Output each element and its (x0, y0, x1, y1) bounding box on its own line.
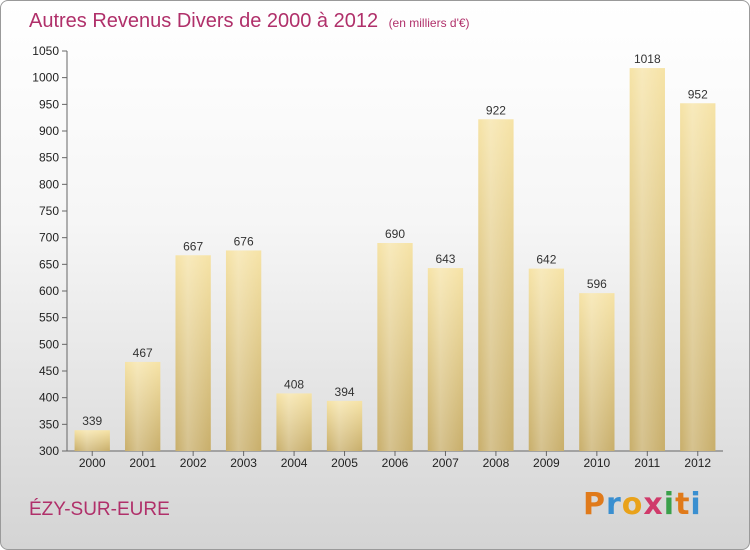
data-label-2005: 394 (335, 385, 355, 399)
bar-shine-2012 (680, 103, 716, 452)
bar-shine-2009 (528, 268, 565, 451)
y-tick-label: 850 (39, 151, 59, 165)
bar-shine-2007 (427, 268, 464, 451)
x-tick-label-2002: 2002 (180, 456, 207, 470)
y-tick-label: 950 (39, 97, 59, 111)
x-tick-label-2010: 2010 (583, 456, 610, 470)
logo-letter: r (606, 487, 622, 522)
bars (74, 68, 716, 452)
y-tick-label: 1050 (32, 44, 59, 58)
y-tick-label: 350 (39, 417, 59, 431)
bar-shine-2003 (225, 250, 262, 451)
logo-letter: t (675, 487, 691, 522)
x-tick-label-2006: 2006 (382, 456, 409, 470)
data-label-2004: 408 (284, 377, 304, 391)
y-tick-label: 600 (39, 284, 59, 298)
x-tick-label-2001: 2001 (129, 456, 156, 470)
x-tick-label-2003: 2003 (230, 456, 257, 470)
y-tick-label: 400 (39, 391, 59, 405)
logo-letter: o (621, 487, 644, 522)
labels: 2000 339 2001 467 2002 667 2003 676 2004 408 2005 3… (79, 52, 712, 470)
y-tick-label: 800 (39, 177, 59, 191)
x-tick-label-2007: 2007 (432, 456, 459, 470)
y-tick-label: 900 (39, 124, 59, 138)
bar-shine-2002 (175, 255, 211, 451)
data-label-2003: 676 (234, 234, 254, 248)
x-tick-label-2011: 2011 (634, 456, 660, 470)
x-tick-label-2012: 2012 (684, 456, 711, 470)
data-label-2007: 643 (435, 252, 455, 266)
logo-letter: x (643, 487, 664, 522)
y-tick-label: 700 (39, 231, 59, 245)
place-name: ÉZY-SUR-EURE (29, 499, 170, 520)
data-label-2006: 690 (385, 227, 405, 241)
data-label-2002: 667 (183, 239, 203, 253)
bar-shine-2000 (74, 430, 110, 451)
x-tick-label-2008: 2008 (483, 456, 510, 470)
y-tick-label: 750 (39, 204, 59, 218)
chart-unit-text: (en milliers d'€) (388, 16, 470, 30)
data-label-2008: 922 (486, 103, 506, 117)
y-tick-label: 450 (39, 364, 59, 378)
data-label-2001: 467 (133, 346, 153, 360)
data-label-2012: 952 (688, 87, 708, 101)
x-tick-label-2009: 2009 (533, 456, 560, 470)
y-tick-label: 300 (39, 444, 59, 458)
bar-shine-2004 (276, 393, 312, 451)
data-label-2000: 339 (82, 414, 102, 428)
x-tick-label-2005: 2005 (331, 456, 358, 470)
x-tick-label-2004: 2004 (281, 456, 308, 470)
bar-shine-2008 (478, 119, 514, 452)
bar-shine-2001 (125, 361, 161, 451)
chart-title-text: Autres Revenus Divers de 2000 à 2012 (29, 10, 379, 32)
bar-shine-2010 (579, 293, 615, 451)
data-label-2010: 596 (587, 277, 607, 291)
data-label-2009: 642 (536, 253, 556, 267)
bar-shine-2005 (326, 400, 363, 451)
y-tick-label: 500 (39, 337, 59, 351)
y-tick-label: 650 (39, 257, 59, 271)
bar-shine-2011 (629, 68, 665, 452)
proxiti-logo: Proxiti (583, 487, 702, 522)
logo-letter: i (690, 487, 702, 522)
x-tick-label-2000: 2000 (79, 456, 106, 470)
data-label-2011: 1018 (634, 52, 661, 66)
chart-title: Autres Revenus Divers de 2000 à 2012 (en… (29, 10, 470, 33)
y-tick-label: 1000 (32, 71, 59, 85)
y-tick-label: 550 (39, 311, 59, 325)
bar-shine-2006 (377, 243, 413, 451)
logo-letter: i (663, 487, 676, 522)
logo-letter: P (583, 487, 606, 522)
